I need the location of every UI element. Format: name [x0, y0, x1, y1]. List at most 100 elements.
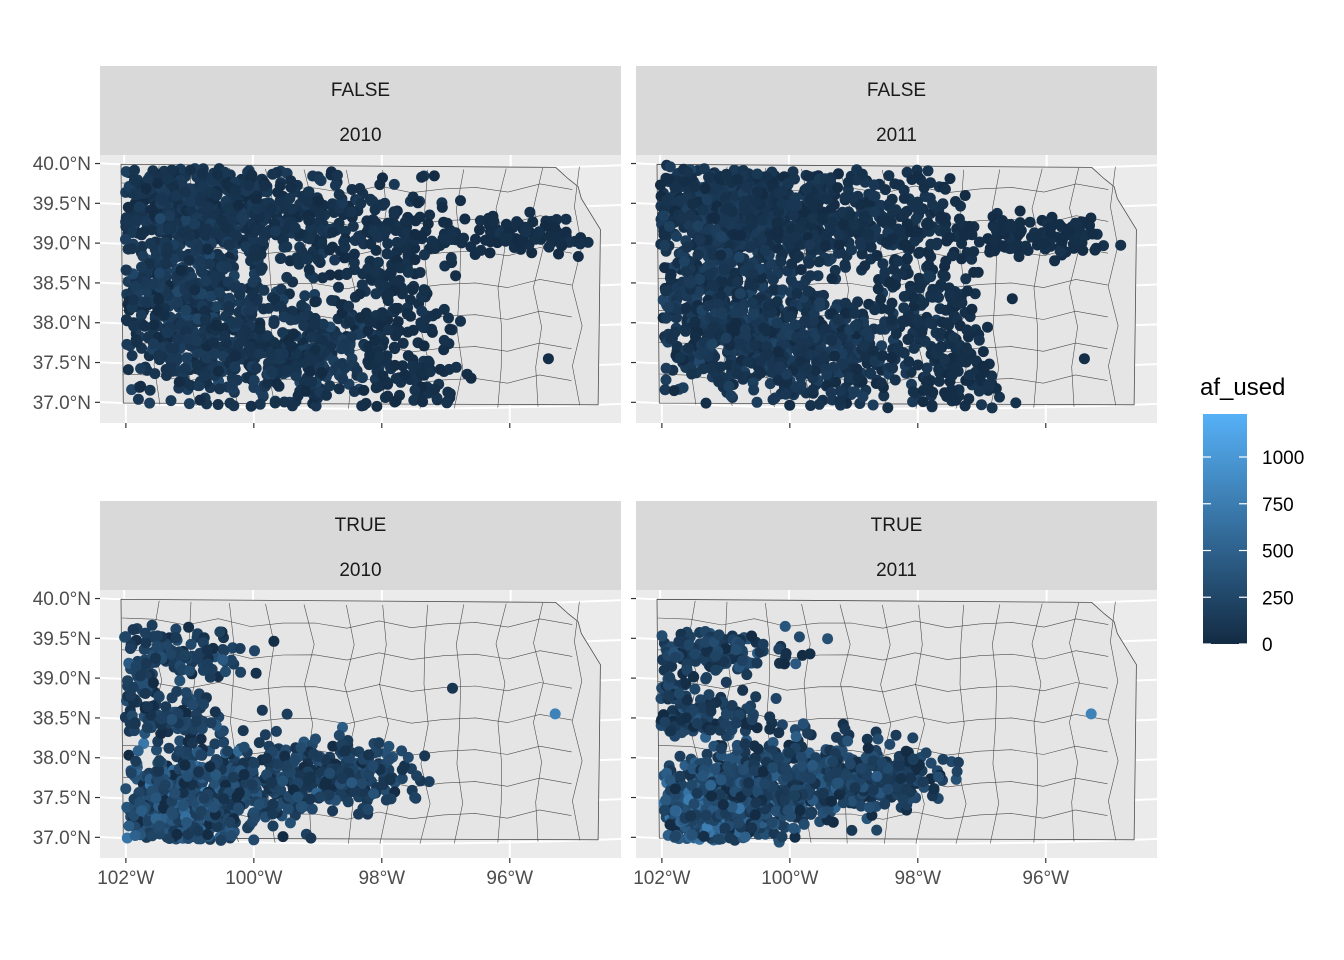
data-point [202, 243, 214, 255]
data-point [236, 212, 248, 224]
data-point [840, 307, 852, 319]
data-point [775, 256, 787, 268]
data-point [719, 215, 731, 227]
data-point [751, 396, 763, 408]
data-point [858, 340, 870, 352]
data-point [223, 301, 235, 312]
data-point [259, 180, 271, 192]
data-point [747, 268, 759, 280]
data-point [946, 369, 958, 381]
data-point [910, 201, 922, 213]
data-point [372, 256, 384, 268]
data-point [170, 190, 182, 202]
data-point [898, 192, 910, 204]
data-point [154, 820, 166, 832]
data-point [1045, 227, 1056, 239]
data-point [304, 233, 316, 245]
data-point [837, 219, 849, 231]
data-point [244, 341, 256, 353]
data-point [169, 787, 181, 799]
data-point [377, 198, 389, 210]
data-point [343, 316, 355, 328]
data-point [877, 258, 889, 270]
data-point [286, 400, 298, 412]
data-point [780, 368, 792, 380]
data-point [680, 265, 692, 277]
data-point [182, 333, 194, 345]
data-point [162, 241, 173, 253]
data-point [258, 284, 270, 296]
data-point [542, 353, 554, 365]
data-point [783, 311, 795, 323]
data-point [732, 173, 743, 185]
data-point [680, 302, 692, 314]
data-point [132, 393, 144, 405]
data-point [140, 215, 152, 227]
data-point [125, 767, 137, 779]
data-point [960, 273, 972, 285]
data-point [346, 331, 358, 343]
data-point [759, 244, 771, 256]
data-point [123, 217, 135, 229]
data-point [250, 250, 261, 262]
data-point [377, 310, 389, 322]
data-point [414, 267, 426, 278]
data-point [660, 194, 672, 206]
data-point [412, 197, 424, 209]
data-point [128, 320, 140, 332]
legend-label: 750 [1262, 495, 1294, 516]
data-point [126, 350, 138, 362]
data-point [265, 349, 277, 361]
data-point [898, 291, 910, 302]
data-point [372, 231, 384, 243]
data-point [1078, 353, 1090, 365]
data-point [884, 304, 896, 315]
data-point [356, 279, 368, 291]
data-point [786, 258, 798, 270]
data-point [129, 164, 140, 176]
data-point [901, 218, 913, 230]
data-point [372, 352, 384, 363]
data-point [165, 361, 177, 373]
data-point [153, 756, 165, 768]
data-point [693, 286, 705, 298]
data-point [313, 195, 325, 207]
data-point [185, 205, 197, 217]
data-point [348, 386, 360, 397]
data-point [438, 216, 450, 228]
data-point [747, 308, 759, 320]
data-point [524, 206, 536, 218]
data-point [290, 370, 302, 382]
data-point [674, 352, 686, 364]
data-point [120, 264, 132, 276]
data-point [832, 313, 844, 325]
data-point [269, 397, 281, 409]
data-point [160, 258, 172, 270]
data-point [191, 335, 203, 347]
data-point [911, 226, 923, 238]
data-point [194, 192, 206, 204]
data-point [707, 321, 719, 333]
data-point [361, 215, 373, 227]
data-point [298, 320, 310, 331]
data-point [168, 181, 180, 193]
data-point [1005, 242, 1017, 254]
data-point [296, 246, 308, 257]
data-point [875, 293, 887, 305]
data-point [199, 370, 211, 382]
data-point [407, 284, 419, 295]
data-point [921, 362, 933, 374]
data-point [154, 267, 165, 279]
data-point [304, 366, 316, 377]
data-point [744, 241, 756, 252]
data-point [450, 361, 462, 373]
data-point [777, 284, 789, 296]
data-point [312, 254, 324, 266]
data-point [846, 386, 858, 398]
data-point [943, 232, 955, 244]
data-point [149, 368, 161, 380]
data-point [377, 172, 388, 184]
data-point [694, 273, 706, 285]
data-point [434, 363, 446, 375]
